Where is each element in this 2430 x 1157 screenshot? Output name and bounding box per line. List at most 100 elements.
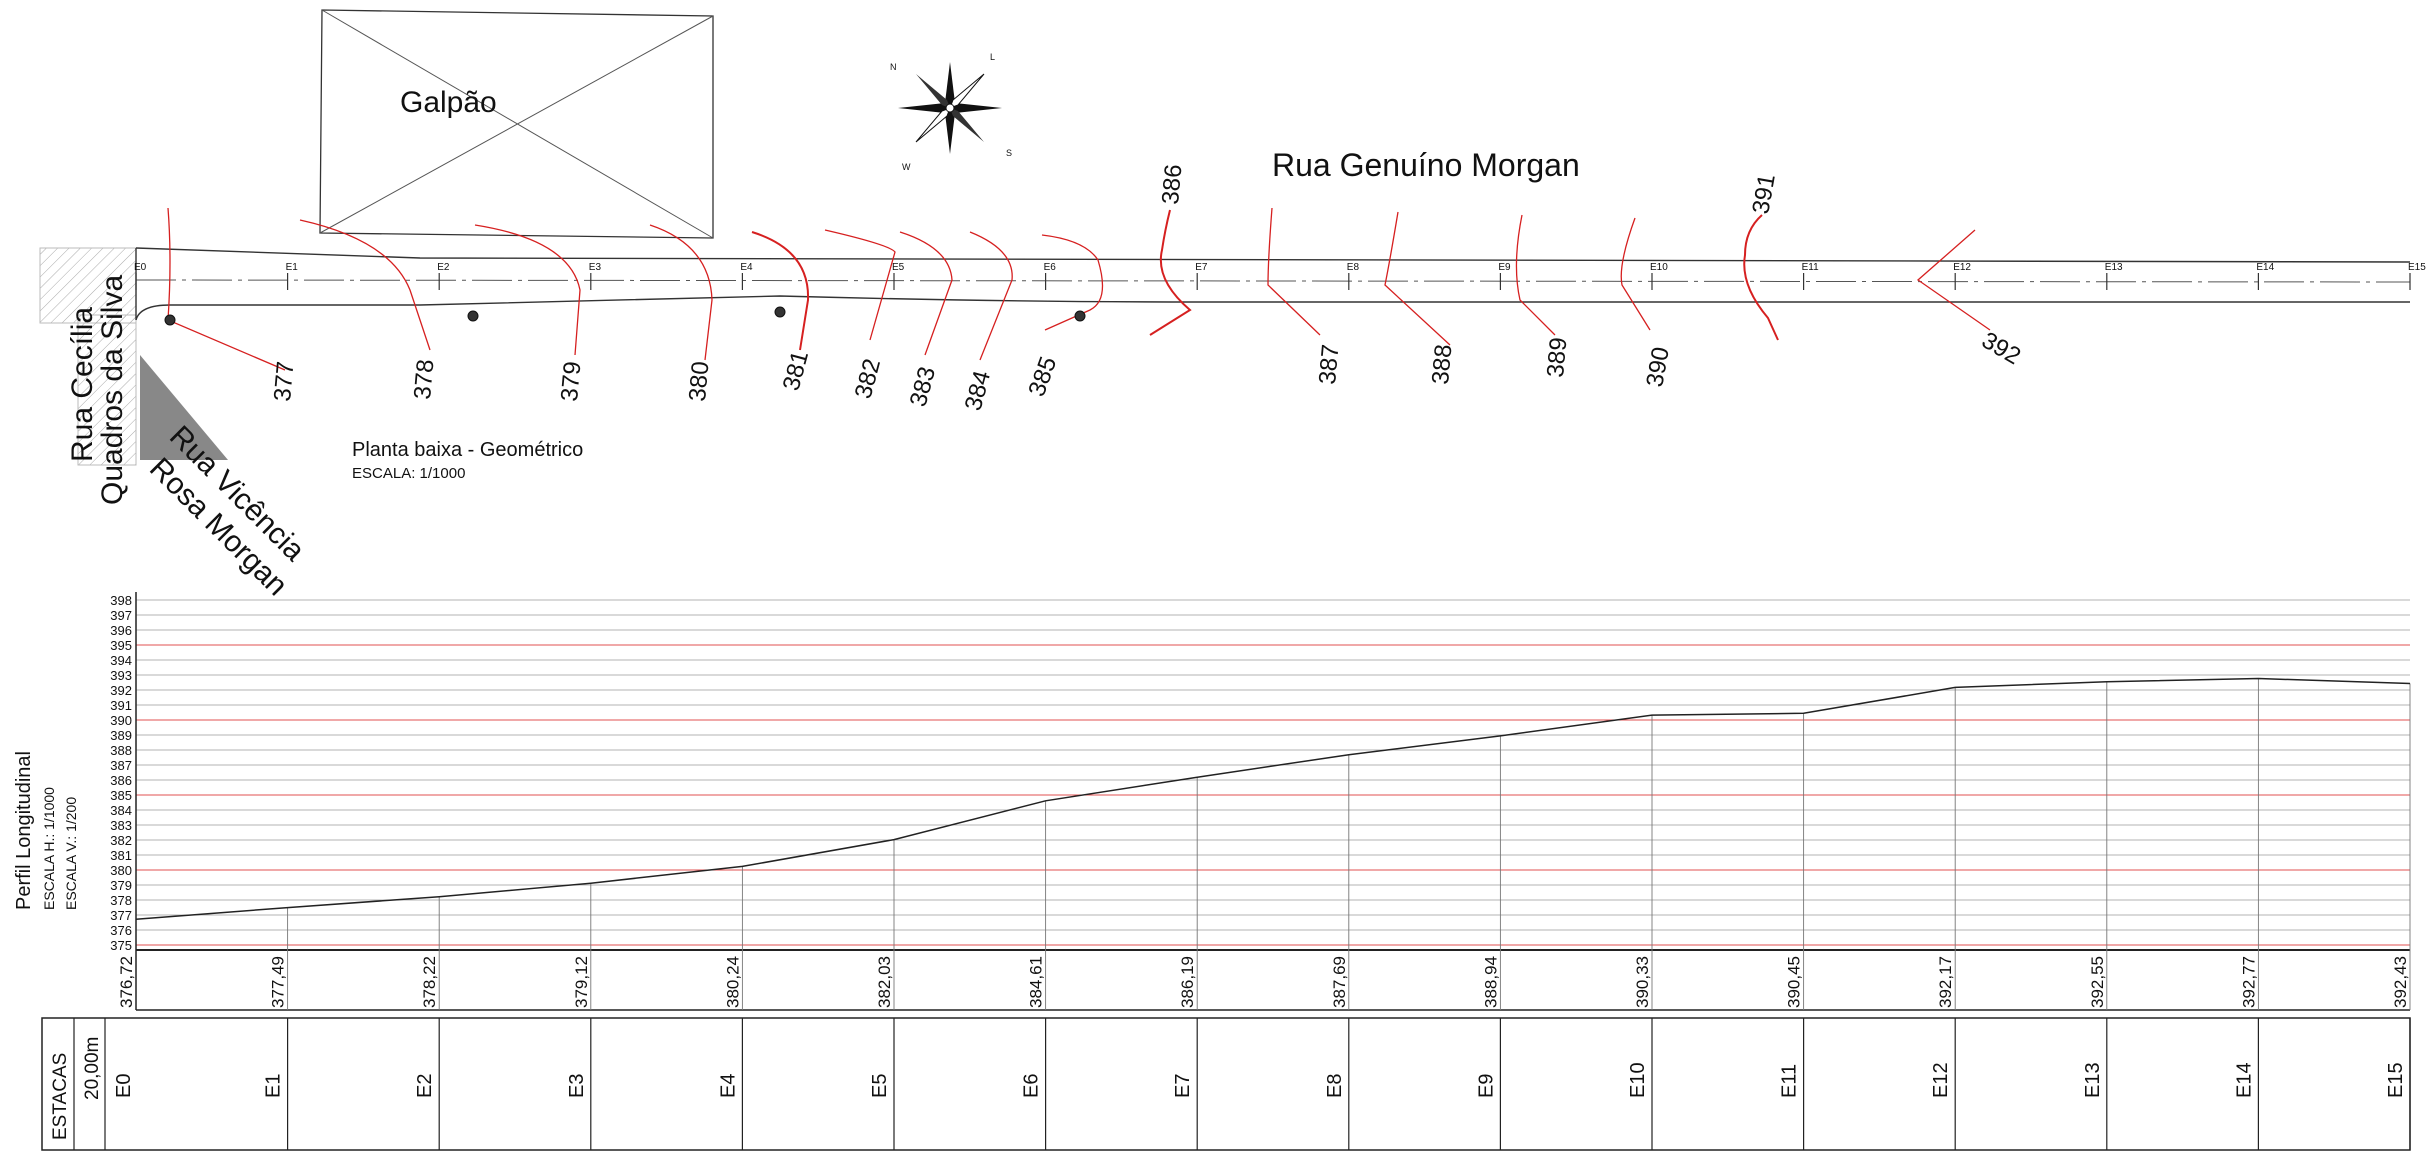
contour-label: 377 — [269, 360, 299, 402]
elevation-label: 379,12 — [572, 956, 591, 1008]
y-tick-label: 389 — [110, 728, 132, 743]
svg-text:Rua Cecília: Rua Cecília — [66, 307, 99, 462]
side-street-2-label: Rua Vicência Rosa Morgan — [143, 420, 311, 603]
svg-text:Quadros da Silva: Quadros da Silva — [96, 275, 129, 505]
table-station-cells: E0 E1 E2 E3 E4 E5 E6 E7 E8 E9 E10 E11 E12 E13 E14 E15 — [113, 1018, 2411, 1150]
side-street-1-label: Rua Cecília Quadros da Silva — [66, 275, 129, 505]
plan-view: Galpão N L S W Rua Genuíno Morgan — [39, 9, 2426, 603]
elevation-label: 376,72 — [117, 956, 136, 1008]
table-spacing: 20,00m — [82, 1037, 103, 1100]
station-label: E14 — [2256, 262, 2274, 273]
station-label: E7 — [1195, 262, 1208, 273]
profile-title: Perfil Longitudinal — [13, 751, 35, 910]
table-station-label: E6 — [1021, 1074, 1043, 1098]
elevation-label: 378,22 — [420, 956, 439, 1008]
table-station-label: E0 — [113, 1074, 135, 1098]
contour-label: 383 — [905, 364, 941, 410]
station-label: E5 — [892, 262, 905, 273]
elevation-label: 377,49 — [269, 956, 288, 1008]
plan-scale: ESCALA: 1/1000 — [352, 465, 465, 482]
elevation-label: 392,17 — [1936, 956, 1955, 1008]
elevation-label: 386,19 — [1178, 956, 1197, 1008]
contour-labels: 377 378 379 380 381 382 383 384 385 386 387 388 389 3… — [269, 163, 2025, 413]
compass-letter: W — [902, 162, 911, 172]
profile-grid — [135, 592, 2410, 1011]
y-tick-label: 392 — [110, 683, 132, 698]
building-label: Galpão — [400, 86, 497, 119]
road-edges — [135, 247, 2411, 321]
main-street-label: Rua Genuíno Morgan — [1272, 147, 1580, 183]
stations-table: ESTACAS 20,00m E0 E1 E2 E3 E4 E5 E6 E7 E8 E9 E10 E1… — [41, 1017, 2411, 1151]
elevation-label: 392,55 — [2088, 956, 2107, 1008]
y-tick-label: 380 — [110, 863, 132, 878]
profile-scale-v: ESCALA V.: 1/200 — [63, 797, 79, 910]
y-tick-label: 386 — [110, 773, 132, 788]
y-tick-label: 376 — [110, 923, 132, 938]
table-station-label: E9 — [1475, 1074, 1497, 1098]
contour-label: 386 — [1157, 163, 1187, 205]
y-tick-label: 385 — [110, 788, 132, 803]
elevation-label: 390,45 — [1785, 956, 1804, 1008]
y-tick-label: 397 — [110, 608, 132, 623]
terrain-profile-line — [135, 677, 2411, 920]
contour-lines — [167, 207, 1991, 371]
elevation-label: 384,61 — [1027, 956, 1046, 1008]
contour-label: 378 — [409, 358, 439, 400]
y-tick-label: 388 — [110, 743, 132, 758]
table-station-label: E3 — [566, 1074, 588, 1098]
station-label: E0 — [134, 262, 147, 273]
table-station-label: E14 — [2233, 1062, 2255, 1098]
contour-label: 392 — [1977, 327, 2025, 370]
y-tick-label: 382 — [110, 833, 132, 848]
y-tick-label: 391 — [110, 698, 132, 713]
longitudinal-profile: 3983973963953943933923913903893883873863… — [13, 592, 2411, 1011]
contour-label: 380 — [684, 360, 714, 402]
pole-icon — [467, 310, 479, 322]
profile-y-ticks: 3983973963953943933923913903893883873863… — [110, 593, 132, 953]
profile-scale-h: ESCALA H.: 1/1000 — [41, 787, 57, 910]
y-tick-label: 381 — [110, 848, 132, 863]
table-station-label: E12 — [1930, 1062, 1952, 1098]
hatched-area — [77, 314, 137, 466]
table-station-label: E10 — [1627, 1062, 1649, 1098]
table-station-label: E5 — [869, 1074, 891, 1098]
station-label: E9 — [1498, 262, 1511, 273]
y-tick-label: 393 — [110, 668, 132, 683]
station-label: E10 — [1650, 262, 1668, 273]
y-tick-label: 394 — [110, 653, 132, 668]
y-tick-label: 378 — [110, 893, 132, 908]
contour-label: 388 — [1427, 343, 1457, 385]
compass-letter: N — [890, 62, 897, 72]
plan-title: Planta baixa - Geométrico — [352, 439, 583, 461]
elevation-label: 387,69 — [1330, 956, 1349, 1008]
station-label: E11 — [1802, 262, 1819, 273]
contour-label: 387 — [1314, 343, 1344, 385]
y-tick-label: 395 — [110, 638, 132, 653]
table-station-label: E8 — [1324, 1074, 1346, 1098]
station-label: E6 — [1044, 262, 1057, 273]
utility-poles — [164, 306, 1086, 326]
contour-label: 385 — [1023, 353, 1062, 400]
table-station-label: E11 — [1779, 1064, 1801, 1098]
contour-label: 389 — [1542, 336, 1572, 378]
pole-icon — [164, 314, 176, 326]
station-label: E3 — [589, 262, 602, 273]
contour-label: 381 — [778, 348, 814, 394]
table-station-label: E7 — [1172, 1074, 1194, 1098]
contour-label: 384 — [960, 368, 996, 414]
building-galpao: Galpão — [319, 9, 714, 239]
table-station-label: E15 — [2385, 1062, 2407, 1098]
y-tick-label: 377 — [110, 908, 132, 923]
y-tick-label: 383 — [110, 818, 132, 833]
profile-station-lines — [287, 678, 2411, 1010]
elevation-labels: 376,72 377,49 378,22 379,12 380,24 382,03 384,… — [117, 956, 2410, 1008]
table-station-label: E1 — [263, 1074, 285, 1098]
road-centerline — [135, 279, 2411, 283]
station-label: E13 — [2105, 262, 2123, 273]
elevation-label: 390,33 — [1633, 956, 1652, 1008]
compass-letter: S — [1006, 148, 1012, 158]
y-tick-label: 375 — [110, 938, 132, 953]
contour-label: 391 — [1747, 172, 1781, 216]
station-label: E12 — [1953, 262, 1971, 273]
station-label: E8 — [1347, 262, 1360, 273]
